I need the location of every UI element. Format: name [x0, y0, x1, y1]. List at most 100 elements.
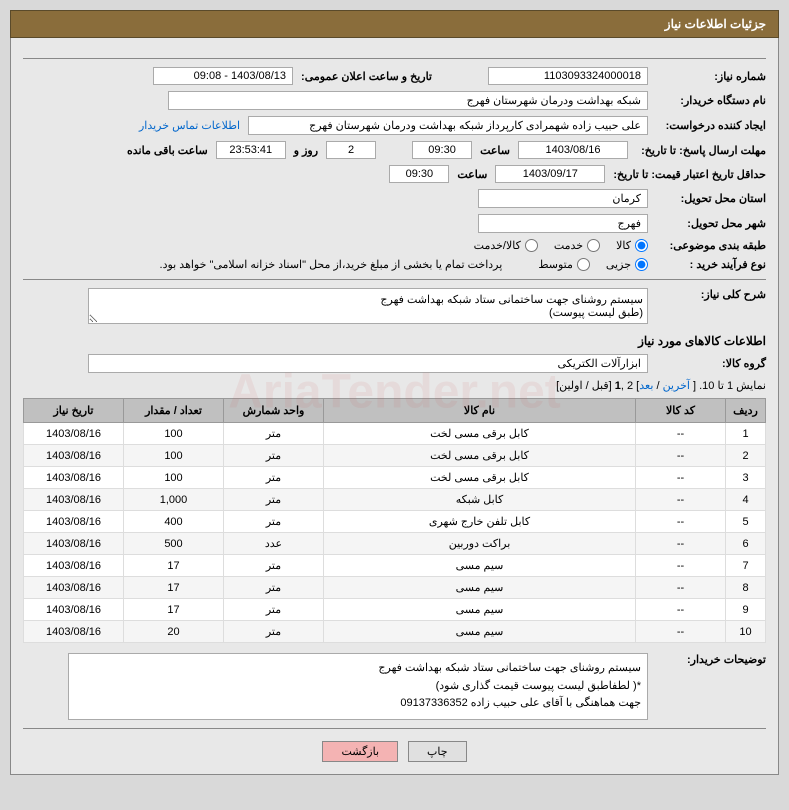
radio-goods-service[interactable] — [525, 239, 538, 252]
pagination-mid: ] 2 , — [621, 380, 639, 392]
description-textarea[interactable]: سیستم روشنای جهت ساختمانی ستاد شبکه بهدا… — [88, 288, 648, 324]
row-buyer-desc: توضیحات خریدار: سیستم روشنای جهت ساختمان… — [23, 653, 766, 720]
table-cell-code: -- — [636, 599, 726, 621]
table-row: 2--کابل برقی مسی لختمتر1001403/08/16 — [24, 445, 766, 467]
table-row: 1--کابل برقی مسی لختمتر1001403/08/16 — [24, 423, 766, 445]
deadline-date: 1403/08/16 — [518, 141, 628, 159]
purchase-type-radio-group: جزیی متوسط — [538, 258, 648, 271]
row-deadline: مهلت ارسال پاسخ: تا تاریخ: 1403/08/16 سا… — [23, 141, 766, 159]
pagination-prefix: نمایش 1 تا 10. [ — [690, 380, 766, 392]
table-cell-code: -- — [636, 467, 726, 489]
table-row: 9--سیم مسیمتر171403/08/16 — [24, 599, 766, 621]
radio-minor[interactable] — [635, 258, 648, 271]
table-cell-date: 1403/08/16 — [24, 599, 124, 621]
table-cell-code: -- — [636, 621, 726, 643]
pagination-next-link[interactable]: بعد — [639, 380, 653, 392]
buyer-desc-line2: *( لطفاطبق لیست پیوست قیمت گذاری شود) — [75, 678, 641, 696]
pagination-last-link[interactable]: آخرین — [663, 380, 690, 392]
table-cell-unit: متر — [224, 555, 324, 577]
table-cell-qty: 100 — [124, 467, 224, 489]
th-qty: تعداد / مقدار — [124, 399, 224, 423]
treasury-note: پرداخت تمام یا بخشی از مبلغ خرید،از محل … — [160, 258, 503, 271]
need-number-label: شماره نیاز: — [656, 70, 766, 83]
radio-goods-label: کالا — [616, 239, 631, 252]
table-cell-code: -- — [636, 511, 726, 533]
table-cell-name: سیم مسی — [324, 555, 636, 577]
category-radio-group: کالا خدمت کالا/خدمت — [474, 239, 648, 252]
table-cell-qty: 20 — [124, 621, 224, 643]
table-cell-row: 2 — [726, 445, 766, 467]
contact-buyer-link[interactable]: اطلاعات تماس خریدار — [139, 119, 240, 132]
table-row: 10--سیم مسیمتر201403/08/16 — [24, 621, 766, 643]
table-cell-name: سیم مسی — [324, 599, 636, 621]
table-cell-code: -- — [636, 533, 726, 555]
back-button[interactable]: بازگشت — [322, 741, 398, 762]
table-cell-date: 1403/08/16 — [24, 489, 124, 511]
deadline-label: مهلت ارسال پاسخ: تا تاریخ: — [636, 144, 766, 157]
days-remaining: 2 — [326, 141, 376, 159]
table-cell-date: 1403/08/16 — [24, 533, 124, 555]
buyer-desc-label: توضیحات خریدار: — [656, 653, 766, 666]
province-value: کرمان — [478, 189, 648, 208]
table-row: 7--سیم مسیمتر171403/08/16 — [24, 555, 766, 577]
hour-label-2: ساعت — [457, 168, 487, 181]
validity-time: 09:30 — [389, 165, 449, 183]
table-cell-name: سیم مسی — [324, 621, 636, 643]
table-cell-date: 1403/08/16 — [24, 445, 124, 467]
table-cell-date: 1403/08/16 — [24, 423, 124, 445]
table-cell-date: 1403/08/16 — [24, 511, 124, 533]
radio-goods[interactable] — [635, 239, 648, 252]
table-cell-date: 1403/08/16 — [24, 555, 124, 577]
radio-medium-label: متوسط — [538, 258, 573, 271]
table-row: 3--کابل برقی مسی لختمتر1001403/08/16 — [24, 467, 766, 489]
row-goods-group: گروه کالا: ابزارآلات الکتریکی — [23, 354, 766, 373]
radio-service[interactable] — [587, 239, 600, 252]
table-cell-qty: 17 — [124, 577, 224, 599]
table-cell-unit: متر — [224, 577, 324, 599]
row-description: شرح کلی نیاز: سیستم روشنای جهت ساختمانی … — [23, 288, 766, 324]
row-validity: حداقل تاریخ اعتبار قیمت: تا تاریخ: 1403/… — [23, 165, 766, 183]
table-cell-unit: متر — [224, 445, 324, 467]
goods-group-label: گروه کالا: — [656, 357, 766, 370]
table-cell-qty: 400 — [124, 511, 224, 533]
row-buyer-org: نام دستگاه خریدار: شبکه بهداشت ودرمان شه… — [23, 91, 766, 110]
table-cell-code: -- — [636, 555, 726, 577]
table-cell-qty: 100 — [124, 423, 224, 445]
table-cell-unit: متر — [224, 423, 324, 445]
row-province: استان محل تحویل: کرمان — [23, 189, 766, 208]
print-button[interactable]: چاپ — [408, 741, 467, 762]
remaining-label: ساعت باقی مانده — [127, 144, 208, 157]
table-cell-qty: 100 — [124, 445, 224, 467]
table-cell-name: کابل برقی مسی لخت — [324, 467, 636, 489]
buyer-desc-box: سیستم روشنای جهت ساختمانی ستاد شبکه بهدا… — [68, 653, 648, 720]
table-cell-row: 4 — [726, 489, 766, 511]
page-title: جزئیات اطلاعات نیاز — [665, 17, 766, 31]
table-cell-unit: متر — [224, 467, 324, 489]
table-cell-unit: عدد — [224, 533, 324, 555]
radio-medium[interactable] — [577, 258, 590, 271]
th-row: ردیف — [726, 399, 766, 423]
province-label: استان محل تحویل: — [656, 192, 766, 205]
table-cell-date: 1403/08/16 — [24, 621, 124, 643]
row-category: طبقه بندی موضوعی: کالا خدمت کالا/خدمت — [23, 239, 766, 252]
divider — [23, 58, 766, 59]
table-row: 5--کابل تلفن خارج شهریمتر4001403/08/16 — [24, 511, 766, 533]
main-content: شماره نیاز: 1103093324000018 تاریخ و ساع… — [10, 38, 779, 775]
th-unit: واحد شمارش — [224, 399, 324, 423]
announce-label: تاریخ و ساعت اعلان عمومی: — [301, 70, 432, 83]
table-cell-unit: متر — [224, 489, 324, 511]
radio-minor-label: جزیی — [606, 258, 631, 271]
table-cell-code: -- — [636, 445, 726, 467]
validity-label: حداقل تاریخ اعتبار قیمت: تا تاریخ: — [613, 168, 766, 181]
table-cell-date: 1403/08/16 — [24, 577, 124, 599]
time-remaining: 23:53:41 — [216, 141, 286, 159]
table-cell-date: 1403/08/16 — [24, 467, 124, 489]
table-cell-qty: 17 — [124, 555, 224, 577]
table-cell-row: 6 — [726, 533, 766, 555]
th-name: نام کالا — [324, 399, 636, 423]
city-label: شهر محل تحویل: — [656, 217, 766, 230]
pagination-suffix: [قبل / اولین] — [556, 380, 615, 392]
row-need-number: شماره نیاز: 1103093324000018 تاریخ و ساع… — [23, 67, 766, 85]
table-cell-qty: 17 — [124, 599, 224, 621]
purchase-type-label: نوع فرآیند خرید : — [656, 258, 766, 271]
